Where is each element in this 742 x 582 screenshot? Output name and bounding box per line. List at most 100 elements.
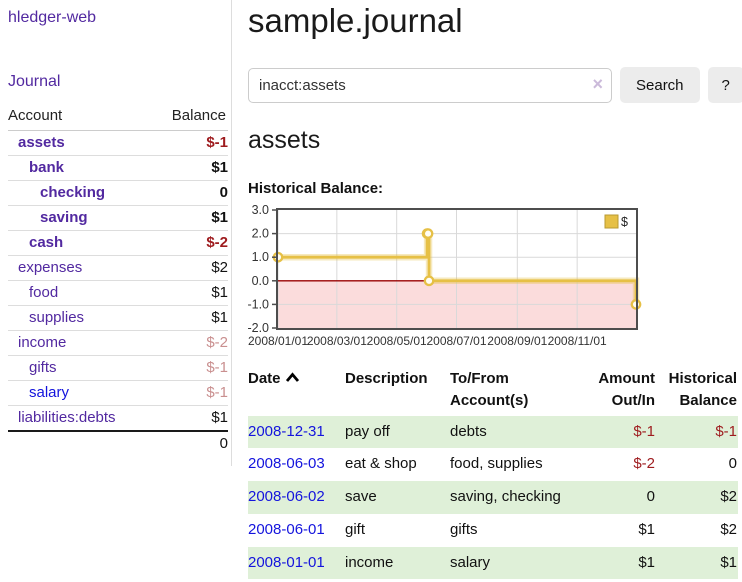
account-row: bank $1 [8,155,228,181]
svg-text:1.0: 1.0 [252,250,269,264]
account-link[interactable]: saving [40,209,88,226]
svg-text:2008/07/01: 2008/07/01 [426,334,486,348]
app-title-link[interactable]: hledger-web [8,9,97,26]
transaction-description: gift [345,520,366,538]
chart-label: Historical Balance: [248,180,384,197]
transaction-date-link[interactable]: 2008-06-03 [248,455,325,473]
account-link[interactable]: supplies [29,309,85,326]
transaction-accounts: food, supplies [450,455,543,473]
transaction-accounts: salary [450,553,491,571]
account-balance: $-1 [152,380,228,406]
transaction-row: 2008-06-03 eat & shop food, supplies $-2 0 [248,448,738,481]
account-balance: $1 [152,405,228,432]
transaction-date-link[interactable]: 2008-06-01 [248,520,325,538]
svg-text:2008/03/01: 2008/03/01 [307,334,367,348]
account-link[interactable]: assets [18,134,65,151]
account-balance: $-2 [152,330,228,356]
account-row: expenses $2 [8,255,228,281]
search-button[interactable]: Search [620,67,700,103]
account-link[interactable]: gifts [29,359,57,376]
clear-search-icon[interactable]: × [592,73,603,94]
transactions-header-row: Date Description To/From Account(s) Amou… [248,365,738,416]
sort-ascending-icon [285,368,300,390]
account-heading: assets [248,126,321,154]
page-title: sample.journal [248,2,463,39]
chart-legend: $ [604,214,628,229]
account-balance: $-1 [152,130,228,156]
transaction-amount: $1 [638,553,655,571]
legend-swatch [604,214,619,229]
transaction-description: income [345,553,394,571]
transaction-date-link[interactable]: 2008-12-31 [248,422,325,440]
account-link[interactable]: income [18,334,67,351]
transaction-accounts: saving, checking [450,488,561,505]
transaction-date-link[interactable]: 2008-06-02 [248,488,325,505]
main-content: sample.journal × Search ? assets Histori… [232,0,742,580]
accounts-table: Account Balance assets $-1 bank $1 checking 0… [8,105,228,456]
help-button[interactable]: ? [707,67,742,103]
transaction-balance: $2 [720,520,737,538]
svg-text:0.0: 0.0 [252,274,269,288]
column-header-accounts: To/From Account(s) [450,370,529,409]
account-link[interactable]: cash [29,234,64,251]
svg-text:$: $ [621,215,628,229]
account-row: assets $-1 [8,130,228,156]
accounts-total-row: 0 [8,430,228,456]
account-balance: $1 [152,280,228,306]
account-balance: $2 [152,255,228,281]
account-row: food $1 [8,280,228,306]
search-input[interactable] [248,67,612,103]
column-header-balance: Historical Balance [668,370,737,409]
accounts-total-value: 0 [152,430,228,456]
transaction-date-link[interactable]: 2008-01-01 [248,553,325,571]
transaction-row: 2008-01-01 income salary $1 $1 [248,546,738,580]
transaction-balance: $1 [720,553,737,571]
transaction-amount: $1 [638,520,655,538]
balance-chart: 3.0 2.0 1.0 0.0 -1.0 -2.02008/01/012008/03/01… [248,204,642,348]
account-balance: $1 [152,155,228,181]
transaction-amount: $-2 [633,455,655,473]
account-balance: $1 [152,305,228,331]
account-row: checking 0 [8,180,228,206]
svg-text:2008/05/01: 2008/05/01 [367,334,427,348]
transaction-balance: $-1 [715,422,737,440]
transaction-accounts: gifts [450,520,478,538]
account-row: gifts $-1 [8,355,228,381]
svg-text:-1.0: -1.0 [248,297,269,311]
sidebar: hledger-web Journal Account Balance asse… [0,0,232,466]
transaction-row: 2008-06-02 save saving, checking 0 $2 [248,481,738,514]
account-link[interactable]: salary [29,384,70,401]
svg-text:-2.0: -2.0 [248,321,269,335]
transaction-amount: 0 [646,488,655,505]
sidebar-item-journal[interactable]: Journal [8,73,61,90]
transactions-tbody: 2008-12-31 pay off debts $-1 $-1 2008-06-03 ea… [248,415,738,580]
account-row: cash $-2 [8,230,228,256]
account-row: salary $-1 [8,380,228,406]
svg-text:3.0: 3.0 [252,204,269,217]
account-link[interactable]: liabilities:debts [18,409,116,426]
column-header-date[interactable]: Date [248,365,345,416]
account-link[interactable]: bank [29,159,65,176]
account-balance: $-2 [152,230,228,256]
transaction-description: save [345,488,377,505]
account-link[interactable]: food [29,284,59,301]
transaction-amount: $-1 [633,422,655,440]
column-header-amount: Amount Out/In [598,370,655,409]
svg-text:2008/09/01: 2008/09/01 [487,334,547,348]
account-balance: $-1 [152,355,228,381]
transaction-row: 2008-06-01 gift gifts $1 $2 [248,514,738,547]
svg-text:2008/11/01: 2008/11/01 [548,334,607,348]
account-link[interactable]: checking [40,184,106,201]
account-link[interactable]: expenses [18,259,83,276]
account-row: supplies $1 [8,305,228,331]
transaction-row: 2008-12-31 pay off debts $-1 $-1 [248,415,738,449]
account-row: saving $1 [8,205,228,231]
transaction-description: eat & shop [345,455,417,473]
transaction-description: pay off [345,422,390,440]
svg-text:2.0: 2.0 [252,227,269,241]
account-balance: $1 [152,205,228,231]
accounts-header-account: Account [8,105,153,131]
account-balance: 0 [152,180,228,206]
accounts-tbody: assets $-1 bank $1 checking 0 saving $1 cash $-2 e… [8,130,228,432]
